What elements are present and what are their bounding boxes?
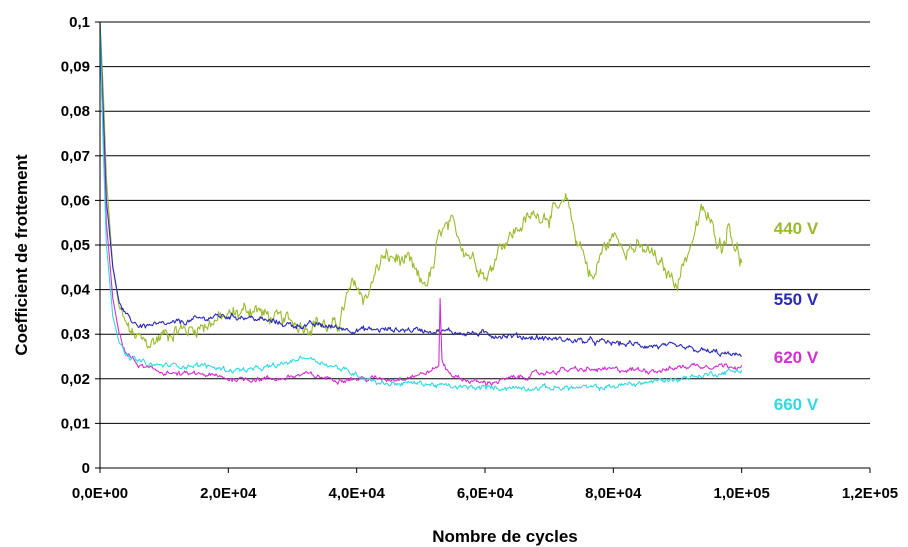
y-tick-label: 0 — [82, 460, 90, 477]
y-tick-label: 0,02 — [61, 371, 90, 388]
y-tick-label: 0,1 — [69, 14, 90, 31]
y-tick-label: 0,07 — [61, 148, 90, 165]
y-tick-label: 0,03 — [61, 326, 90, 343]
x-tick-label: 1,0E+05 — [714, 485, 770, 502]
series-line — [99, 21, 743, 357]
series-lines — [99, 21, 743, 392]
series-labels: 440 V 550 V 620 V 660 V — [774, 219, 819, 414]
axes — [95, 21, 871, 473]
series-line — [99, 21, 743, 392]
series-label: 550 V — [774, 290, 819, 309]
x-tick-label: 8,0E+04 — [585, 485, 642, 502]
y-tick-label: 0,08 — [61, 103, 90, 120]
series-line — [99, 44, 743, 386]
series-label: 620 V — [774, 348, 819, 367]
x-tick-label: 2,0E+04 — [200, 485, 257, 502]
y-tick-label: 0,05 — [61, 237, 90, 254]
y-tick-label: 0,09 — [61, 59, 90, 76]
tick-labels: 0 0,01 0,02 0,03 0,04 0,05 0,06 0,07 0,08 0,09 0,1… — [61, 14, 898, 502]
y-tick-label: 0,06 — [61, 192, 90, 209]
series-label: 660 V — [774, 395, 819, 414]
gridlines — [100, 21, 870, 424]
x-tick-label: 1,2E+05 — [842, 485, 898, 502]
series-line — [99, 21, 743, 349]
x-tick-label: 0,0E+00 — [72, 485, 128, 502]
y-tick-label: 0,01 — [61, 415, 90, 432]
y-tick-label: 0,04 — [61, 282, 91, 299]
x-axis-title: Nombre de cycles — [432, 527, 578, 546]
x-tick-label: 6,0E+04 — [457, 485, 514, 502]
series-label: 440 V — [774, 219, 819, 238]
y-axis-title: Coefficient de frottement — [12, 154, 31, 356]
x-tick-label: 4,0E+04 — [329, 485, 386, 502]
